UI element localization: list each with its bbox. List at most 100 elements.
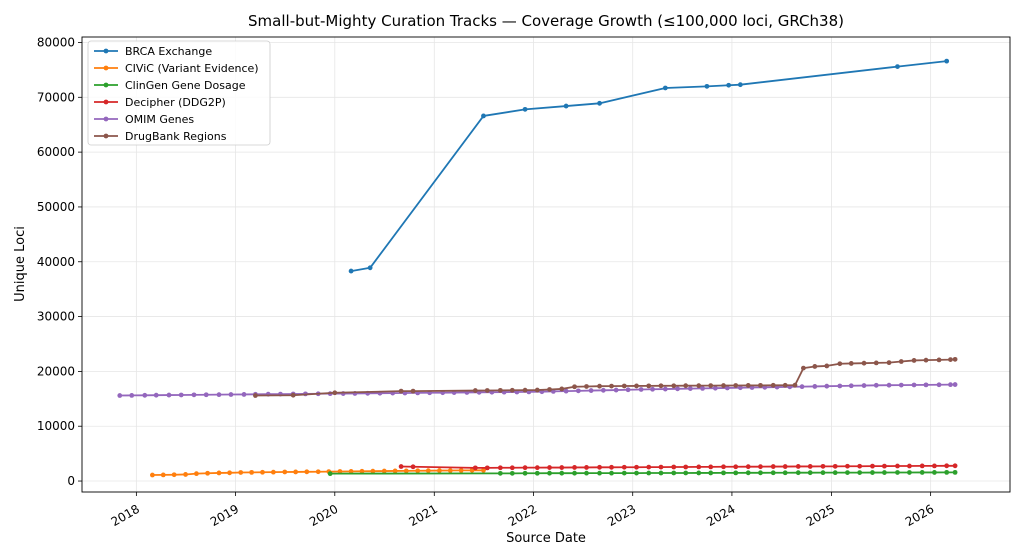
data-point xyxy=(696,464,702,470)
data-point xyxy=(820,470,826,476)
data-point xyxy=(238,470,244,475)
data-point xyxy=(348,268,354,274)
data-point xyxy=(359,468,365,474)
data-point xyxy=(801,365,806,371)
data-point xyxy=(260,469,265,475)
y-tick-label: 10000 xyxy=(37,419,75,433)
legend-item-clingen-gene-dosage: ClinGen Gene Dosage xyxy=(94,79,246,92)
data-point xyxy=(621,383,627,389)
legend: BRCA Exchange CIViC (Variant Evidence) Cli… xyxy=(87,40,271,146)
data-point xyxy=(952,463,958,469)
data-point xyxy=(447,468,453,473)
series-clingen-gene-dosage xyxy=(327,469,958,477)
data-point xyxy=(315,469,321,475)
data-point xyxy=(861,383,867,388)
data-point xyxy=(588,388,594,393)
data-point xyxy=(547,470,552,476)
series-layer xyxy=(117,58,958,478)
data-point xyxy=(150,472,155,478)
data-point xyxy=(952,469,958,475)
data-point xyxy=(183,472,188,477)
data-point xyxy=(534,387,540,393)
data-point xyxy=(712,385,718,391)
data-point xyxy=(638,387,644,392)
data-point xyxy=(522,470,528,476)
data-point xyxy=(563,388,569,394)
data-point xyxy=(634,470,639,476)
data-point xyxy=(559,465,565,470)
data-point xyxy=(425,468,431,474)
data-point xyxy=(936,357,942,363)
data-point xyxy=(621,464,627,470)
y-tick-label: 40000 xyxy=(37,255,75,269)
data-point xyxy=(708,464,714,470)
data-point xyxy=(724,385,730,391)
y-tick-label: 70000 xyxy=(37,90,75,104)
legend-label: DrugBank Regions xyxy=(125,130,227,143)
legend-box xyxy=(87,40,271,146)
data-point xyxy=(228,392,234,397)
data-point xyxy=(770,464,776,469)
data-point xyxy=(337,469,343,474)
data-point xyxy=(726,82,732,88)
data-point xyxy=(662,85,668,91)
x-axis-label: Source Date xyxy=(506,531,586,546)
data-point xyxy=(547,465,552,470)
data-point xyxy=(733,464,739,470)
data-point xyxy=(597,100,602,106)
data-point xyxy=(117,393,123,398)
data-point xyxy=(203,392,209,398)
legend-item-drugbank-regions: DrugBank Regions xyxy=(94,130,227,143)
data-point xyxy=(410,464,416,470)
data-point xyxy=(782,470,788,476)
data-point xyxy=(820,463,826,469)
data-point xyxy=(597,470,602,476)
data-point xyxy=(249,469,255,475)
data-point xyxy=(142,392,148,398)
data-point xyxy=(944,58,950,64)
data-point xyxy=(758,382,763,388)
legend-item-brca-exchange: BRCA Exchange xyxy=(94,45,212,58)
data-point xyxy=(886,382,892,388)
data-point xyxy=(832,470,838,476)
data-point xyxy=(572,465,577,470)
data-point xyxy=(812,364,818,369)
legend-marker xyxy=(103,99,109,105)
legend-marker xyxy=(103,133,109,139)
data-point xyxy=(907,470,912,475)
data-point xyxy=(437,468,442,473)
data-point xyxy=(848,361,854,366)
data-point xyxy=(584,470,589,476)
data-point xyxy=(745,383,751,388)
data-point xyxy=(597,464,602,470)
data-point xyxy=(160,472,166,478)
data-point xyxy=(194,471,199,477)
data-point xyxy=(398,464,404,469)
data-point xyxy=(572,384,577,390)
data-point xyxy=(948,382,953,388)
data-point xyxy=(584,465,589,470)
data-point xyxy=(327,471,333,477)
data-point xyxy=(304,469,310,475)
data-point xyxy=(737,82,743,88)
data-point xyxy=(153,392,159,398)
data-point xyxy=(509,470,515,476)
data-point xyxy=(895,470,900,475)
data-point xyxy=(919,463,925,469)
chart-title: Small-but-Mighty Curation Tracks — Cover… xyxy=(248,12,844,30)
data-point xyxy=(898,382,904,388)
data-point xyxy=(873,382,879,388)
data-point xyxy=(944,469,950,475)
data-point xyxy=(646,464,652,470)
legend-label: CIViC (Variant Evidence) xyxy=(125,62,259,75)
data-point xyxy=(845,463,850,469)
data-point xyxy=(683,464,689,470)
data-point xyxy=(370,468,376,474)
data-point xyxy=(837,383,843,389)
data-point xyxy=(658,464,664,470)
data-point xyxy=(745,464,751,470)
data-point xyxy=(700,385,705,391)
data-point xyxy=(671,470,677,476)
data-point xyxy=(758,464,763,470)
data-point xyxy=(799,384,805,390)
